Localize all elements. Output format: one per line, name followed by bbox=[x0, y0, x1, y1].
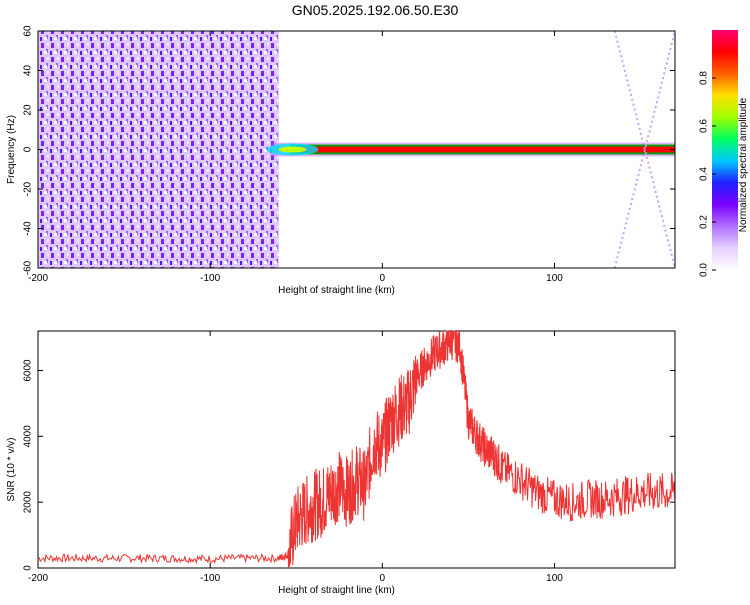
heatmap-y-tick-label: 40 bbox=[23, 65, 34, 77]
snr-y-axis-label: SNR (10 * v/v) bbox=[6, 438, 17, 502]
heatmap-sidelobe-trace-mirror bbox=[613, 30, 676, 269]
heatmap-carrier-line bbox=[290, 146, 675, 153]
colorbar-tick-label: 0.0 bbox=[699, 263, 710, 277]
snr-y-tick-label: 4000 bbox=[23, 425, 34, 448]
snr-x-tick-label: -200 bbox=[28, 573, 48, 584]
colorbar-gradient bbox=[712, 30, 738, 270]
heatmap-y-tick-label: 60 bbox=[23, 25, 34, 37]
snr-x-ticks: -200 -100 0 100 bbox=[28, 331, 563, 584]
colorbar-tick-label: 0.6 bbox=[699, 119, 710, 133]
snr-x-tick-label: 100 bbox=[546, 573, 563, 584]
heatmap-y-tick-label: -40 bbox=[23, 221, 34, 236]
snr-x-axis-label: Height of straight line (km) bbox=[278, 585, 395, 596]
heatmap-regions bbox=[38, 30, 676, 269]
colorbar-label: Normalized spectral amplitude bbox=[738, 97, 749, 232]
snr-frame bbox=[37, 330, 676, 569]
heatmap-y-tick-label: 20 bbox=[23, 104, 34, 116]
heatmap-x-axis-label: Height of straight line (km) bbox=[278, 285, 395, 296]
heatmap-y-tick-label: -60 bbox=[23, 260, 34, 275]
heatmap-x-ticks: -200 -100 0 100 bbox=[28, 31, 563, 284]
heatmap-y-axis-label: Frequency (Hz) bbox=[6, 115, 17, 184]
colorbar-ticks: 0.0 0.2 0.4 0.6 0.8 bbox=[699, 71, 716, 277]
heatmap-onset-core bbox=[278, 146, 307, 153]
colorbar-tick-label: 0.8 bbox=[699, 71, 710, 85]
colorbar-tick-label: 0.4 bbox=[699, 167, 710, 181]
heatmap-x-tick-label: 100 bbox=[546, 273, 563, 284]
heatmap-y-tick-label: -20 bbox=[23, 181, 34, 196]
heatmap-sidelobe-trace bbox=[613, 30, 676, 269]
snr-y-tick-label: 2000 bbox=[23, 491, 34, 514]
snr-y-tick-label: 6000 bbox=[23, 359, 34, 382]
figure-title: GN05.2025.192.06.50.E30 bbox=[292, 2, 459, 18]
snr-series-line bbox=[37, 330, 675, 569]
heatmap-x-tick-label: 0 bbox=[380, 273, 386, 284]
colorbar-tick-label: 0.2 bbox=[699, 215, 710, 229]
heatmap-x-tick-label: -200 bbox=[28, 273, 48, 284]
heatmap-panel: -200 -100 0 100 60 40 20 0 -20 -40 -60 Height of … bbox=[6, 25, 676, 296]
heatmap-x-tick-label: -100 bbox=[200, 273, 220, 284]
heatmap-y-ticks: 60 40 20 0 -20 -40 -60 bbox=[23, 25, 675, 275]
snr-x-tick-label: -100 bbox=[200, 573, 220, 584]
snr-y-tick-label: 0 bbox=[23, 565, 34, 571]
snr-y-ticks: 0 2000 4000 6000 bbox=[23, 359, 675, 571]
snr-x-tick-label: 0 bbox=[380, 573, 386, 584]
heatmap-y-tick-label: 0 bbox=[23, 146, 34, 152]
heatmap-noise-region bbox=[38, 31, 280, 268]
colorbar: 0.0 0.2 0.4 0.6 0.8 Normalized spectral ampl… bbox=[699, 30, 749, 277]
